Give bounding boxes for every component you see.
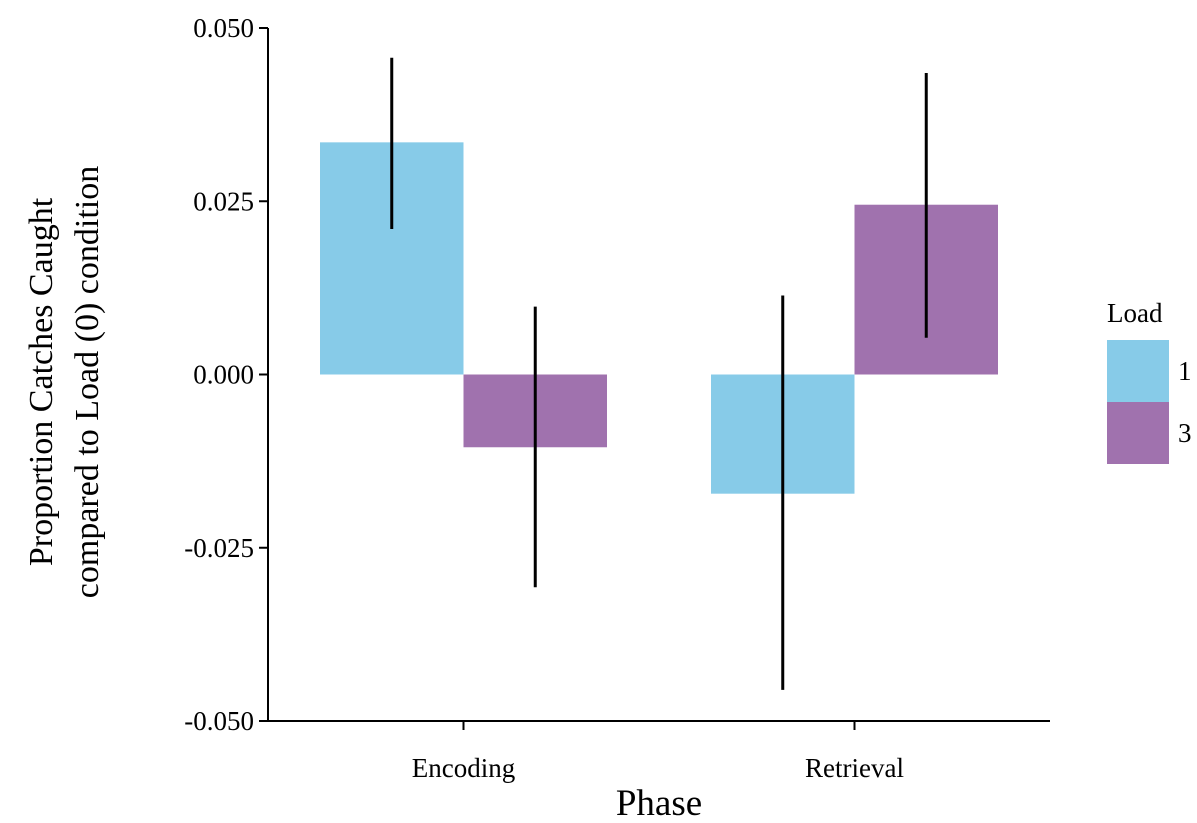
- x-tick-label: Retrieval: [805, 753, 904, 783]
- y-tick-label: -0.025: [184, 533, 254, 563]
- y-tick-label: 0.000: [193, 360, 254, 390]
- y-ticks-layer: -0.050 -0.025 0.000 0.025 0.050: [184, 13, 268, 736]
- y-tick-label: 0.025: [193, 186, 254, 216]
- error-bars-layer: [390, 57, 928, 690]
- legend-title: Load: [1107, 298, 1163, 328]
- y-axis-title: Proportion Catches Caught compared to Lo…: [23, 166, 106, 598]
- y-tick-label: 0.050: [193, 13, 254, 43]
- x-axis-title: Phase: [616, 783, 702, 823]
- bars-layer: [320, 142, 998, 494]
- x-ticks-layer: Encoding Retrieval: [412, 721, 904, 783]
- legend-label-1: 1: [1178, 356, 1192, 386]
- y-tick-label: -0.050: [184, 706, 254, 736]
- legend: Load 1 3: [1107, 298, 1192, 464]
- legend-swatch-3: [1107, 402, 1169, 464]
- legend-label-3: 3: [1178, 418, 1192, 448]
- y-axis-title-line-2: compared to Load (0) condition: [69, 166, 106, 598]
- legend-swatch-1: [1107, 340, 1169, 402]
- y-axis-title-line-1: Proportion Catches Caught: [23, 197, 60, 566]
- x-tick-label: Encoding: [412, 753, 515, 783]
